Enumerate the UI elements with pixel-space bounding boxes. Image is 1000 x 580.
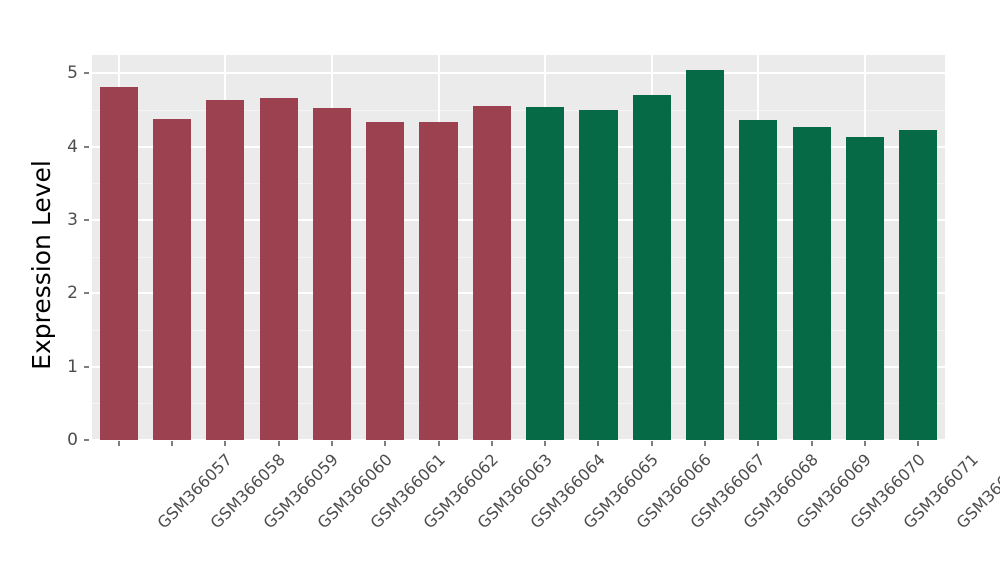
bar — [579, 110, 618, 440]
x-tick-mark — [224, 441, 227, 446]
x-tick-mark — [330, 441, 333, 446]
gridline-minor-y — [92, 256, 945, 258]
gridline-minor-y — [92, 330, 945, 331]
plot-panel — [92, 55, 945, 440]
x-tick-mark — [597, 441, 600, 446]
bar — [152, 118, 192, 440]
bar — [845, 137, 885, 440]
y-tick-mark — [84, 145, 89, 148]
gridline-major-y — [92, 72, 945, 75]
x-tick-mark — [277, 441, 280, 446]
bar — [792, 126, 831, 440]
y-tick-mark — [84, 292, 89, 295]
y-tick-mark — [84, 439, 89, 441]
y-tick-mark — [84, 219, 89, 221]
gridline-minor-y — [92, 110, 945, 111]
y-tick-mark — [84, 365, 89, 368]
x-tick-mark — [490, 441, 493, 446]
x-tick-mark — [117, 441, 120, 446]
gridline-minor-y — [92, 183, 945, 185]
y-tick-mark — [84, 72, 89, 75]
bar — [739, 120, 778, 440]
bar — [366, 121, 405, 440]
x-tick-mark — [384, 441, 387, 446]
x-tick-mark — [544, 441, 547, 446]
y-tick-label: 5 — [67, 63, 78, 84]
x-tick-mark — [704, 441, 707, 446]
bar — [99, 86, 138, 440]
gridline-major-y — [92, 145, 945, 148]
bar — [419, 121, 458, 440]
bar — [686, 69, 725, 440]
bar — [206, 99, 245, 440]
gridline-minor-y — [92, 403, 945, 405]
bar — [312, 107, 351, 440]
x-tick-mark — [864, 441, 867, 446]
y-tick-label: 0 — [67, 430, 78, 450]
bar — [472, 105, 511, 440]
y-tick-label: 2 — [67, 283, 78, 304]
y-tick-label: 3 — [67, 210, 78, 230]
x-tick-mark — [170, 441, 173, 446]
gridline-major-y — [92, 365, 945, 368]
bar — [259, 97, 298, 440]
gridline-major-y — [92, 219, 945, 221]
bar — [526, 107, 565, 440]
gridline-major-y — [92, 292, 945, 295]
bar — [632, 95, 671, 440]
gridline-major-y — [92, 439, 945, 440]
x-tick-mark — [650, 441, 653, 446]
y-tick-label: 4 — [67, 136, 78, 157]
bar — [899, 129, 938, 440]
x-tick-mark — [810, 441, 813, 446]
x-tick-mark — [917, 441, 920, 446]
x-tick-mark — [437, 441, 440, 446]
x-tick-mark — [757, 441, 760, 446]
y-tick-label: 1 — [67, 356, 78, 377]
